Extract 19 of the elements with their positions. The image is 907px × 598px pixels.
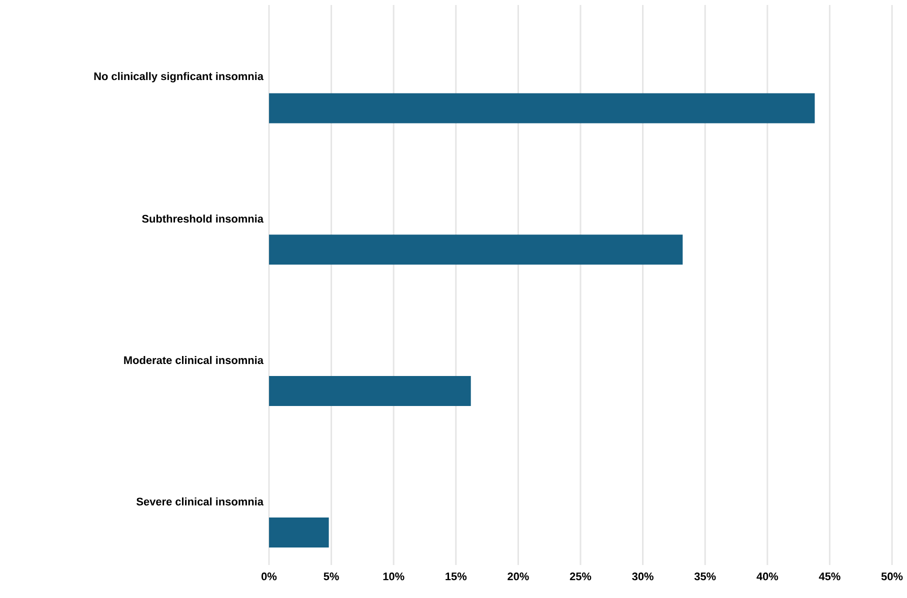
- y-tick-label: Severe clinical insomnia: [136, 497, 264, 506]
- x-tick-label: 35%: [694, 572, 716, 580]
- y-tick-label: Subthreshold insomnia: [142, 214, 264, 223]
- x-tick-label: 0%: [262, 572, 277, 580]
- bar: [269, 517, 329, 548]
- x-tick-label: 50%: [881, 572, 903, 580]
- x-tick-label: 45%: [818, 572, 840, 580]
- x-tick-label: 5%: [324, 572, 339, 580]
- x-tick-label: 25%: [570, 572, 592, 580]
- y-tick-label: Moderate clinical insomnia: [124, 356, 264, 364]
- x-tick-label: 10%: [383, 572, 404, 580]
- y-tick-label: No clinically signficant insomnia: [94, 72, 264, 82]
- bar: [269, 234, 683, 265]
- bar: [269, 93, 815, 124]
- x-tick-label: 30%: [632, 572, 654, 580]
- x-tick-label: 15%: [446, 572, 467, 580]
- x-tick-label: 20%: [508, 572, 529, 580]
- x-tick-label: 40%: [756, 572, 778, 580]
- bar: [269, 376, 471, 406]
